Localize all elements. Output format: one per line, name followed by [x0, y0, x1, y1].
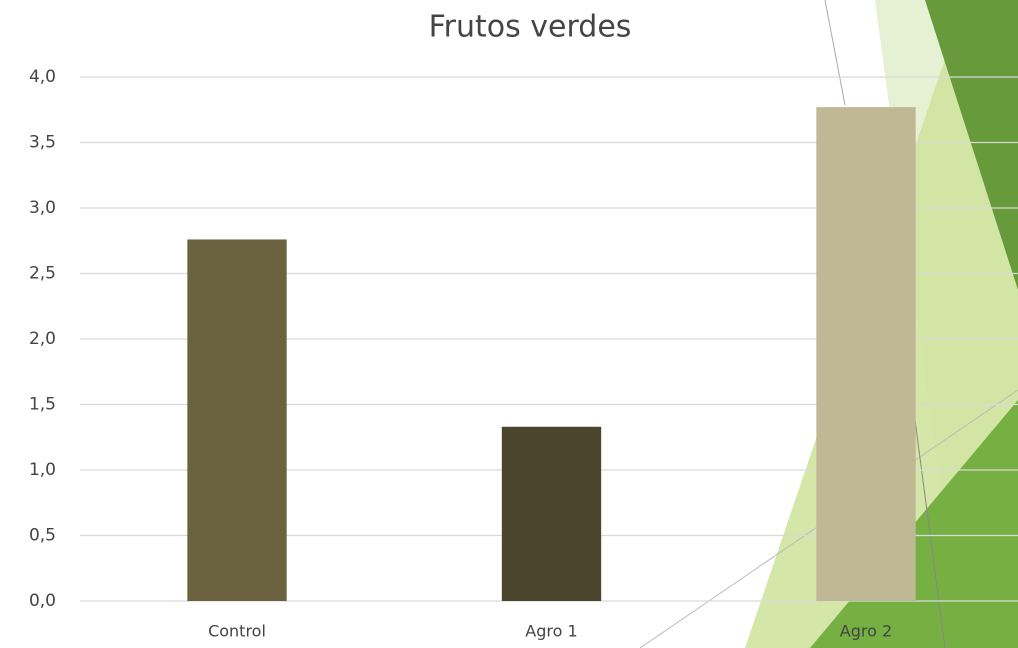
y-tick-label: 1,0	[29, 460, 56, 480]
y-tick-label: 2,5	[29, 264, 56, 284]
x-tick-label: Agro 1	[525, 622, 577, 641]
x-tick-label: Control	[208, 622, 266, 641]
y-tick-label: 1,5	[29, 395, 56, 415]
bar	[816, 107, 916, 601]
bar	[501, 426, 602, 601]
y-tick-label: 3,0	[29, 198, 56, 218]
y-tick-label: 4,0	[29, 67, 56, 87]
bar	[187, 239, 287, 601]
x-tick-label: Agro 2	[840, 622, 892, 641]
chart-title: Frutos verdes	[429, 10, 632, 45]
y-tick-label: 0,0	[29, 591, 56, 611]
y-tick-label: 0,5	[29, 526, 56, 546]
y-tick-label: 3,5	[29, 133, 56, 153]
y-tick-label: 2,0	[29, 329, 56, 349]
